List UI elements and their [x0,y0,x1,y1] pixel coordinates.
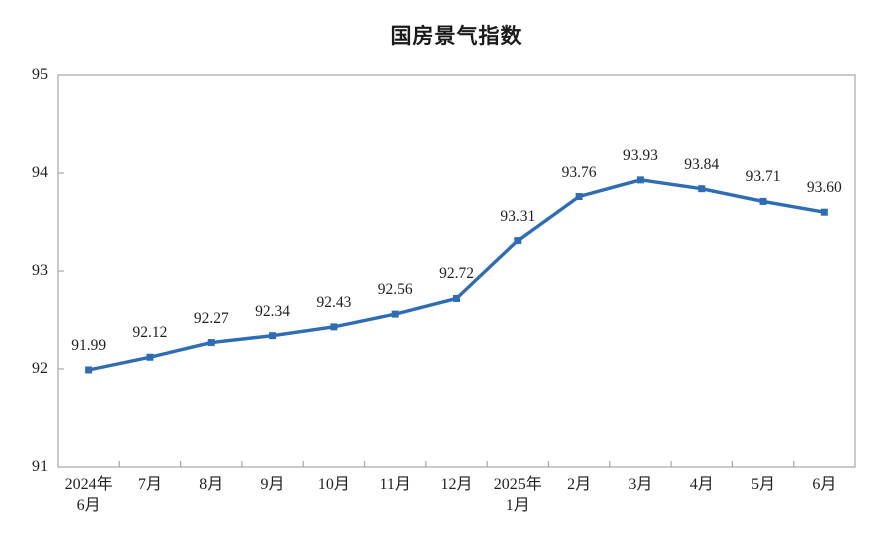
data-point-marker [575,193,583,201]
y-axis-tick-label: 94 [32,164,48,181]
x-axis-tick-label: 12月 [440,476,473,493]
data-point-label: 93.76 [561,163,597,181]
x-axis-tick-label: 11月 [379,476,411,493]
data-point-label: 93.60 [806,179,842,197]
data-point-marker [207,339,215,347]
data-point-marker [146,353,154,361]
y-axis-tick-label: 93 [32,262,48,279]
data-point-marker [698,185,706,193]
data-point-marker [514,237,522,245]
data-point-label: 91.99 [71,336,107,354]
data-point-label: 92.72 [439,265,474,283]
data-point-marker [636,176,644,184]
data-point-marker [391,310,399,318]
data-point-marker [453,294,460,302]
x-axis-tick-label: 2月 [567,476,592,493]
x-axis-tick-label: 7月 [137,476,162,493]
data-point-label: 93.93 [622,146,658,164]
data-point-marker [269,332,277,340]
chart-title: 国房景气指数 [390,25,523,48]
data-point-label: 92.43 [316,293,352,311]
data-point-label: 93.31 [500,207,536,225]
data-point-label: 92.34 [255,302,290,320]
x-axis-tick-label: 2025年 1月 [493,476,542,514]
x-axis-tick-label: 2024年 6月 [64,476,113,514]
x-axis-tick-label: 4月 [689,476,714,493]
data-point-label: 92.56 [377,281,413,299]
data-point-label: 92.12 [132,324,168,342]
y-axis-tick-label: 95 [32,66,48,83]
x-axis-tick-label: 9月 [260,476,285,493]
data-point-label: 92.27 [193,309,229,327]
data-point-marker [330,323,338,331]
x-axis-tick-label: 3月 [628,476,653,493]
y-axis-tick-label: 91 [32,458,48,475]
y-axis-tick-label: 92 [32,360,48,377]
data-point-marker [820,208,828,216]
data-point-label: 93.84 [684,155,720,173]
x-axis-tick-label: 5月 [751,476,776,493]
x-axis-tick-label: 6月 [812,476,837,493]
data-point-marker [759,197,767,205]
x-axis-tick-label: 10月 [317,476,350,493]
x-axis-tick-label: 8月 [199,476,224,493]
data-point-marker [85,366,93,374]
data-point-label: 93.71 [745,168,781,186]
